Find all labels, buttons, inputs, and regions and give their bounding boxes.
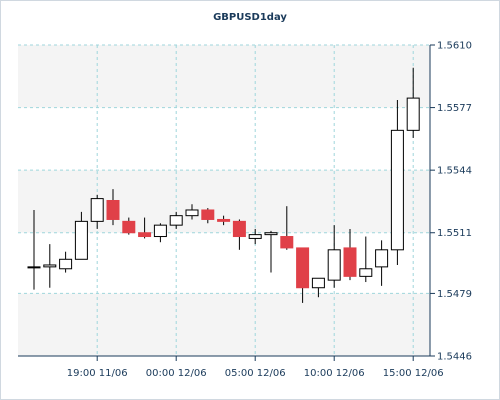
- candle-body-down: [280, 236, 294, 249]
- x-tick-label: 19:00 11/06: [67, 368, 128, 379]
- candle-body-down: [296, 247, 310, 289]
- candle-body-up: [43, 264, 57, 268]
- candle-body-down: [343, 247, 357, 277]
- candle-body-down: [138, 232, 152, 238]
- candle-body-down: [217, 218, 231, 222]
- x-tick-label: 05:00 12/06: [225, 368, 286, 379]
- candle-body-up: [327, 249, 341, 281]
- x-tick-label: 10:00 12/06: [304, 368, 365, 379]
- y-tick-label: 1.5544: [437, 166, 472, 177]
- candle-body-up: [311, 277, 325, 289]
- candle-body-up: [390, 129, 404, 251]
- candle-body-up: [74, 220, 88, 260]
- candle-body-up: [90, 198, 104, 222]
- candle-body-up: [27, 266, 41, 269]
- candle-body-up: [153, 224, 167, 238]
- candle-body-up: [406, 97, 420, 131]
- candle-body-up: [375, 249, 389, 268]
- candle-body-down: [106, 200, 120, 220]
- candle-body-up: [169, 215, 183, 226]
- y-tick-label: 1.5511: [437, 228, 472, 239]
- candle-body-up: [359, 268, 373, 277]
- candle-body-up: [248, 234, 262, 239]
- grid-band: [18, 293, 430, 356]
- candle-body-up: [59, 258, 73, 270]
- candle-body-up: [185, 209, 199, 217]
- x-tick-label: 00:00 12/06: [146, 368, 207, 379]
- y-tick-label: 1.5577: [437, 103, 472, 114]
- x-tick-label: 15:00 12/06: [383, 368, 444, 379]
- candle-body-down: [201, 209, 215, 220]
- candle-body-up: [264, 232, 278, 236]
- y-tick-label: 1.5610: [437, 41, 472, 52]
- y-tick-label: 1.5479: [437, 289, 472, 300]
- candle-body-down: [232, 220, 246, 238]
- grid-band: [18, 45, 430, 108]
- candle-body-down: [122, 220, 136, 234]
- chart-title: GBPUSD1day: [213, 12, 287, 23]
- y-tick-label: 1.5446: [437, 352, 472, 363]
